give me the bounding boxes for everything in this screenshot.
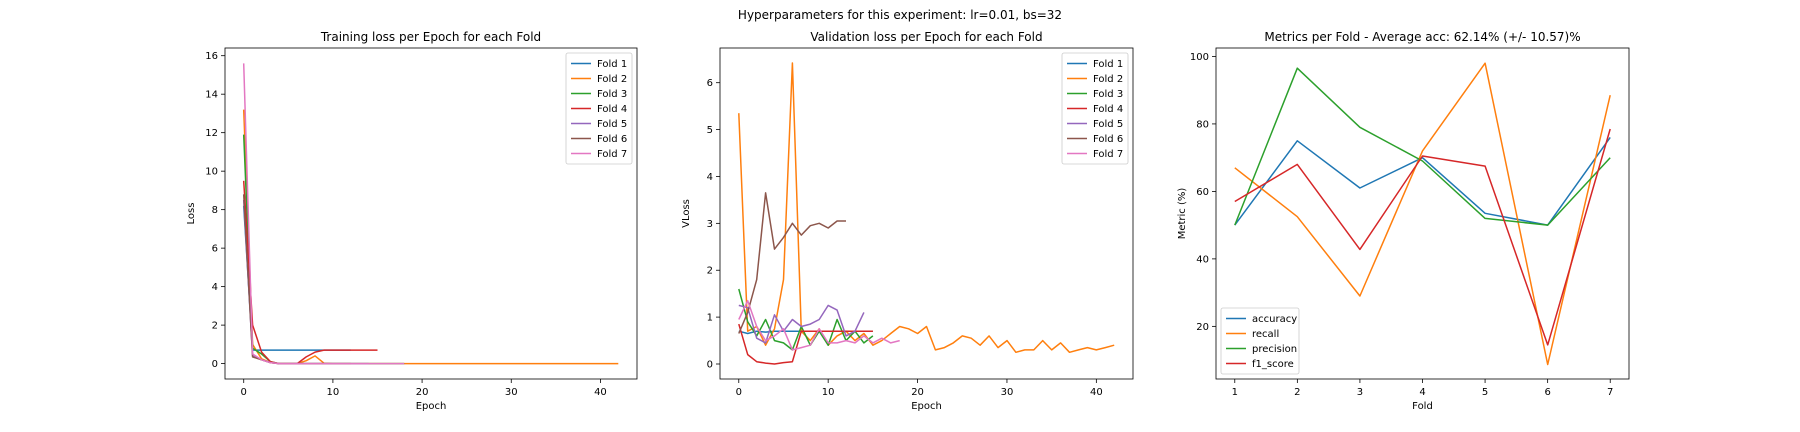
series-line-1 — [242, 205, 351, 351]
series-line-4 — [242, 180, 378, 365]
legend-entry: f1_score — [1252, 359, 1294, 370]
x-tick-label: 10 — [327, 387, 340, 398]
y-tick-label: 14 — [205, 90, 218, 101]
chart-title: Validation loss per Epoch for each Fold — [810, 30, 1042, 44]
y-axis-label: VLoss — [681, 199, 692, 228]
y-axis-label: Metric (%) — [1177, 188, 1188, 240]
legend-entry: Fold 6 — [597, 134, 627, 145]
legend: accuracy recall precision f1_score — [1220, 307, 1300, 375]
y-tick-label: 100 — [1190, 52, 1209, 63]
series-line-6 — [242, 194, 351, 365]
chart-3: 1 2 3 4 5 6 7 20 40 60 80 100 Metrics per Fold - Ave… — [1177, 30, 1630, 412]
legend-entry: Fold 7 — [597, 149, 627, 160]
y-tick-label: 5 — [707, 125, 713, 136]
x-tick-label: 0 — [736, 387, 742, 398]
legend-entry: Fold 3 — [1093, 89, 1123, 100]
x-tick-label: 10 — [822, 387, 835, 398]
legend-entry: Fold 6 — [1093, 134, 1123, 145]
series-line-2 — [1234, 62, 1611, 366]
y-tick-label: 2 — [707, 266, 713, 277]
legend: Fold 1 Fold 2 Fold 3 Fold 4 Fold 5 Fold 6 Fold… — [1061, 52, 1129, 165]
y-tick-label: 2 — [212, 321, 218, 332]
legend-entry: Fold 1 — [1093, 59, 1123, 70]
y-tick-label: 60 — [1196, 187, 1209, 198]
chart-title: Training loss per Epoch for each Fold — [320, 30, 541, 44]
y-tick-label: 10 — [205, 167, 218, 178]
legend-entry: Fold 5 — [597, 119, 627, 130]
x-tick-label: 40 — [1090, 387, 1103, 398]
chart-1: 0 10 20 30 40 0 2 4 6 8 10 12 14 16 Training loss per … — [186, 30, 638, 412]
legend-box — [1220, 307, 1300, 375]
x-tick-label: 40 — [594, 387, 607, 398]
y-tick-label: 0 — [212, 359, 218, 370]
legend-entry: precision — [1252, 344, 1297, 355]
x-tick-label: 0 — [241, 387, 247, 398]
x-tick-label: 20 — [911, 387, 924, 398]
x-tick-label: 20 — [416, 387, 429, 398]
x-tick-label: 1 — [1232, 387, 1238, 398]
series-line-6 — [738, 192, 846, 334]
x-axis-label: Epoch — [416, 401, 447, 412]
series-line-2 — [738, 62, 1115, 354]
legend-entry: Fold 2 — [1093, 74, 1123, 85]
legend-entry: Fold 1 — [597, 59, 627, 70]
x-tick-label: 30 — [505, 387, 518, 398]
series-line-4 — [738, 323, 873, 365]
y-tick-label: 20 — [1196, 322, 1209, 333]
chart-title: Metrics per Fold - Average acc: 62.14% (… — [1264, 30, 1580, 44]
x-axis-label: Epoch — [911, 401, 942, 412]
plot-frame — [719, 47, 1134, 380]
y-axis-label: Loss — [186, 203, 197, 225]
legend-entry: Fold 3 — [597, 89, 627, 100]
legend-entry: recall — [1252, 329, 1279, 340]
y-tick-label: 80 — [1196, 119, 1209, 130]
figure-suptitle: Hyperparameters for this experiment: lr=… — [738, 8, 1062, 22]
x-tick-label: 30 — [1001, 387, 1014, 398]
series-line-3 — [1234, 67, 1611, 226]
x-tick-label: 5 — [1482, 387, 1488, 398]
series-line-5 — [738, 304, 865, 344]
legend-entry: Fold 4 — [1093, 104, 1123, 115]
y-tick-label: 40 — [1196, 254, 1209, 265]
x-tick-label: 2 — [1294, 387, 1300, 398]
x-tick-label: 3 — [1357, 387, 1363, 398]
legend-entry: Fold 7 — [1093, 149, 1123, 160]
legend-box — [1061, 52, 1129, 165]
y-tick-label: 6 — [707, 78, 713, 89]
series-line-7 — [738, 299, 900, 351]
series-line-3 — [242, 134, 405, 365]
y-tick-label: 4 — [707, 172, 713, 183]
series-line-4 — [1234, 128, 1611, 346]
x-tick-label: 6 — [1544, 387, 1550, 398]
series-line-7 — [242, 63, 405, 365]
y-tick-label: 6 — [212, 244, 218, 255]
y-tick-label: 4 — [212, 282, 218, 293]
chart-2: 0 10 20 30 40 0 1 2 3 4 5 6 Validation loss per Epoc… — [681, 30, 1134, 412]
y-tick-label: 8 — [212, 205, 218, 216]
y-tick-label: 1 — [707, 313, 713, 324]
series-line-3 — [738, 288, 874, 351]
legend-entry: Fold 5 — [1093, 119, 1123, 130]
y-tick-label: 16 — [205, 51, 218, 62]
y-tick-label: 0 — [707, 359, 713, 370]
x-tick-label: 7 — [1607, 387, 1613, 398]
y-tick-label: 12 — [205, 128, 218, 139]
x-tick-label: 4 — [1419, 387, 1425, 398]
plot-frame — [224, 47, 638, 380]
legend-entry: Fold 2 — [597, 74, 627, 85]
legend-box — [565, 52, 633, 165]
series-line-5 — [242, 199, 369, 365]
series-line-2 — [242, 109, 619, 365]
legend: Fold 1 Fold 2 Fold 3 Fold 4 Fold 5 Fold 6 Fold… — [565, 52, 633, 165]
x-axis-label: Fold — [1412, 401, 1433, 412]
y-tick-label: 3 — [707, 219, 713, 230]
legend-entry: accuracy — [1252, 314, 1297, 325]
legend-entry: Fold 4 — [597, 104, 627, 115]
